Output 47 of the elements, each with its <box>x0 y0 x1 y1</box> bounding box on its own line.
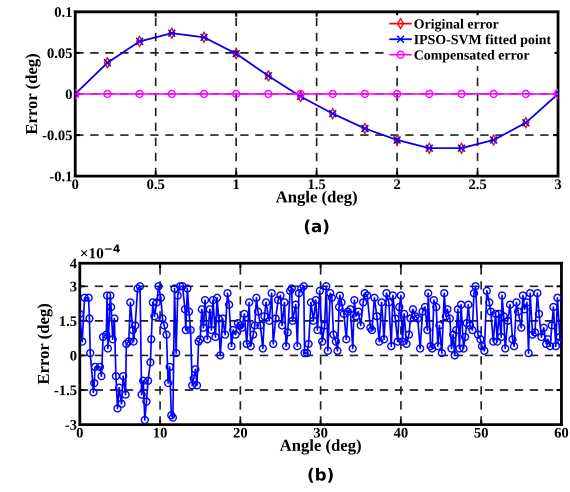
y-axis-title: Error (deg) <box>37 304 53 384</box>
y-tick-label: 0.05 <box>47 48 72 58</box>
x-tick-label: 0.5 <box>147 179 164 190</box>
x-tick-label: 30 <box>314 428 328 438</box>
y-tick-label: 3 <box>70 282 77 292</box>
x-axis-title: Angle (deg) <box>276 190 357 206</box>
point <box>103 90 112 98</box>
y-tick-label: 4 <box>70 258 77 268</box>
point <box>232 90 240 98</box>
y-tick-label: -1.5 <box>54 385 76 396</box>
x-tick-label: 1 <box>234 179 240 190</box>
point <box>425 90 434 98</box>
x-tick-label: 2 <box>394 179 400 190</box>
text: ×10$^{−4}$ <box>80 244 120 258</box>
y-tick-label: -3 <box>65 420 77 430</box>
x-axis-title: Angle (deg) <box>280 439 361 454</box>
text: (b) <box>308 468 333 483</box>
legend-label: IPSO-SVM fitted point <box>414 34 552 48</box>
point <box>392 90 402 98</box>
x-tick-label: 50 <box>474 428 488 438</box>
x-tick-label: 3 <box>554 179 562 190</box>
point <box>360 90 370 98</box>
point <box>457 90 466 98</box>
point <box>135 90 144 98</box>
y-tick-label: 0 <box>70 350 76 361</box>
point <box>168 90 176 98</box>
point <box>522 90 530 98</box>
x-tick-label: 40 <box>394 428 408 438</box>
x-tick-label: 20 <box>234 428 248 438</box>
point <box>489 90 498 98</box>
point <box>328 90 337 98</box>
point <box>200 90 208 98</box>
y-tick-label: -0.1 <box>50 172 72 182</box>
point <box>296 90 305 98</box>
y-tick-label: 0 <box>66 89 72 100</box>
y-tick-label: -0.05 <box>42 130 72 140</box>
legend-label: Compensated error <box>414 50 530 63</box>
y-axis-title: Error (deg) <box>25 54 41 134</box>
y-tick-label: 1.5 <box>60 316 76 326</box>
y-tick-label: 0.1 <box>54 7 72 18</box>
x-tick-label: 60 <box>554 428 568 438</box>
x-tick-label: 1.5 <box>308 179 326 190</box>
legend-label: Original error <box>414 18 498 32</box>
point <box>264 90 273 98</box>
text: (a) <box>304 219 328 234</box>
x-tick-label: 2.5 <box>469 179 486 190</box>
x-tick-label: 10 <box>154 428 167 438</box>
